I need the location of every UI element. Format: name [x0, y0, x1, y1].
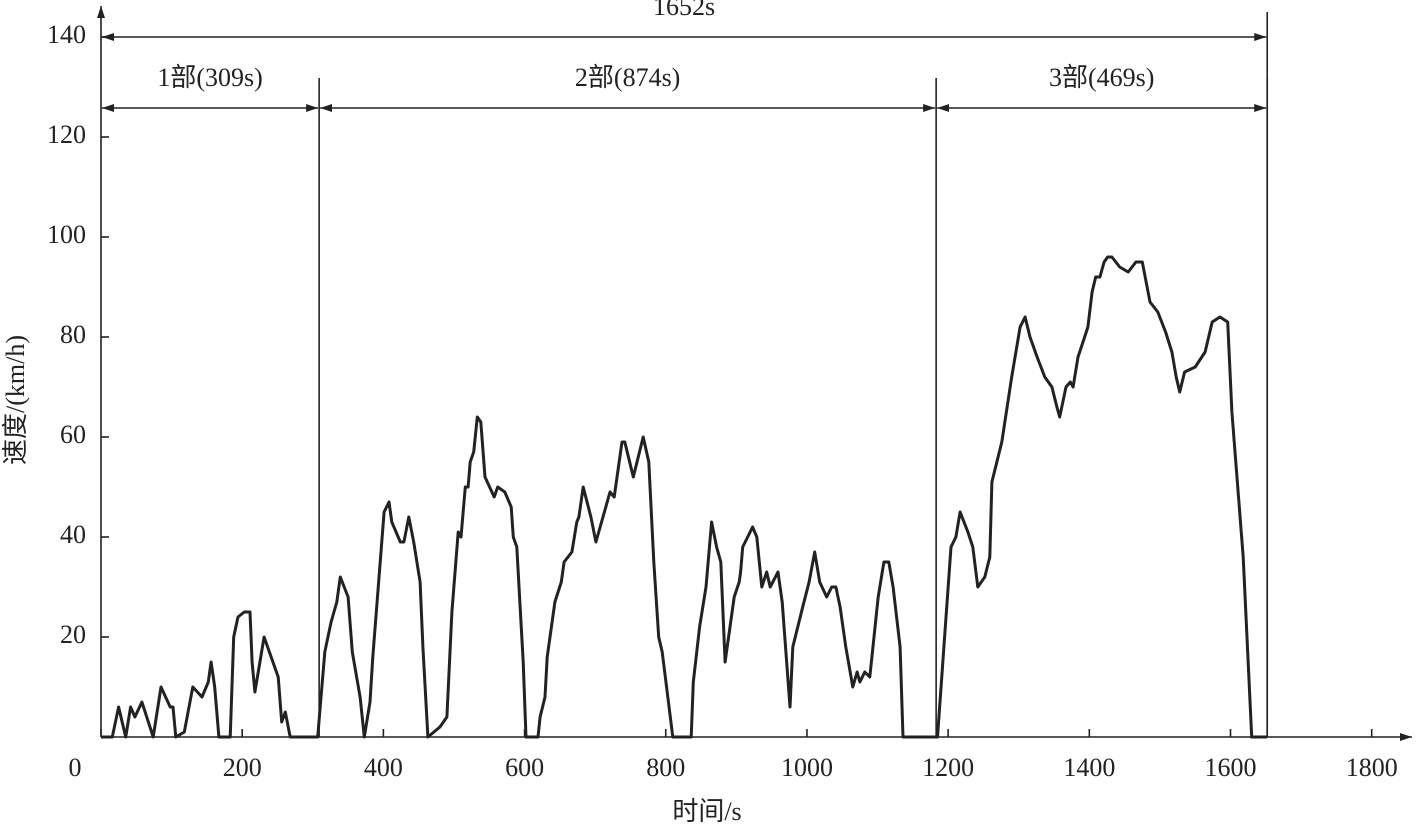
y-axis-label: 速度/(km/h)	[1, 335, 30, 465]
y-tick-label: 40	[60, 520, 86, 549]
span-label: 1652s	[653, 0, 715, 21]
span-label: 3部(469s)	[1049, 63, 1154, 92]
x-tick-label: 1600	[1205, 753, 1257, 782]
x-tick-label: 600	[505, 753, 544, 782]
y-tick-label: 120	[47, 120, 86, 149]
x-axis-label: 时间/s	[672, 797, 741, 826]
y-tick-label: 140	[47, 20, 86, 49]
span-label: 1部(309s)	[157, 63, 262, 92]
x-tick-label: 800	[646, 753, 685, 782]
y-tick-label: 60	[60, 420, 86, 449]
x-tick-label: 1000	[781, 753, 833, 782]
x-tick-label: 1400	[1063, 753, 1115, 782]
speed-line	[101, 255, 1268, 739]
y-tick-label: 80	[60, 320, 86, 349]
x-tick-label: 0	[69, 753, 82, 782]
x-tick-label: 400	[364, 753, 403, 782]
x-tick-label: 1200	[922, 753, 974, 782]
x-tick-label: 1800	[1346, 753, 1398, 782]
y-tick-label: 20	[60, 620, 86, 649]
span-label: 2部(874s)	[575, 63, 680, 92]
y-tick-label: 100	[47, 220, 86, 249]
x-tick-label: 200	[223, 753, 262, 782]
